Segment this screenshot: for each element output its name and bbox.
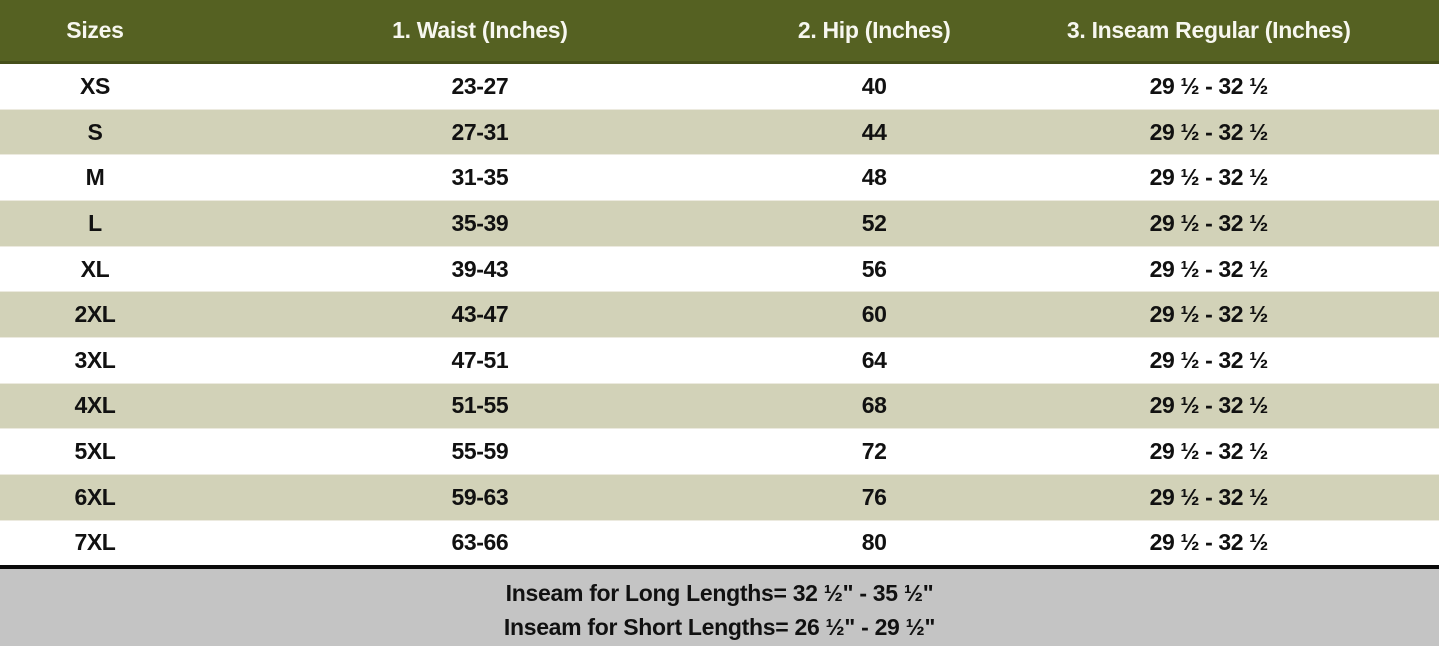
size-cell: 2XL [74,301,116,328]
size-cell: 7XL [74,529,116,556]
table-row: XS 23-27 40 29 ½ - 32 ½ [0,62,1439,110]
hip-cell: 48 [861,164,887,191]
size-cell: L [88,209,102,236]
size-cell: 4XL [74,392,116,419]
hip-cell: 72 [861,438,887,465]
hip-cell: 44 [861,118,887,145]
hip-cell: 80 [861,529,887,556]
table-header-row: Sizes 1. Waist (Inches) 2. Hip (Inches) … [0,0,1439,64]
inseam-notes: Inseam for Long Lengths= 32 ½" - 35 ½" I… [0,565,1439,646]
size-cell: XL [80,255,110,282]
table-row: M 31-35 48 29 ½ - 32 ½ [0,154,1439,201]
size-table: Sizes 1. Waist (Inches) 2. Hip (Inches) … [0,0,1439,565]
size-cell: 5XL [74,438,116,465]
waist-cell: 31-35 [451,164,509,191]
size-cell: 3XL [74,346,116,373]
waist-cell: 23-27 [451,72,509,99]
hip-cell: 40 [861,72,887,99]
hip-cell: 64 [861,346,887,373]
waist-cell: 43-47 [451,301,509,328]
hip-cell: 56 [861,255,887,282]
table-row: 5XL 55-59 72 29 ½ - 32 ½ [0,428,1439,475]
column-header-sizes: Sizes [0,0,190,64]
waist-cell: 59-63 [451,483,509,510]
waist-cell: 51-55 [451,392,509,419]
hip-cell: 68 [861,392,887,419]
table-row: 2XL 43-47 60 29 ½ - 32 ½ [0,291,1439,338]
size-cell: 6XL [74,483,116,510]
inseam-short-note: Inseam for Short Lengths= 26 ½" - 29 ½" [503,614,936,640]
table-row: L 35-39 52 29 ½ - 32 ½ [0,200,1439,247]
table-row: XL 39-43 56 29 ½ - 32 ½ [0,246,1439,292]
inseam-cell: 29 ½ - 32 ½ [1149,164,1269,191]
waist-cell: 55-59 [451,438,509,465]
inseam-cell: 29 ½ - 32 ½ [1149,301,1269,328]
table-row: 4XL 51-55 68 29 ½ - 32 ½ [0,383,1439,429]
table-row: 3XL 47-51 64 29 ½ - 32 ½ [0,337,1439,384]
inseam-cell: 29 ½ - 32 ½ [1149,529,1269,556]
inseam-cell: 29 ½ - 32 ½ [1149,346,1269,373]
hip-cell: 60 [861,301,887,328]
inseam-cell: 29 ½ - 32 ½ [1149,118,1269,145]
size-cell: XS [80,72,110,99]
inseam-cell: 29 ½ - 32 ½ [1149,209,1269,236]
table-row: S 27-31 44 29 ½ - 32 ½ [0,109,1439,155]
inseam-cell: 29 ½ - 32 ½ [1149,255,1269,282]
inseam-cell: 29 ½ - 32 ½ [1149,483,1269,510]
column-header-inseam: 3. Inseam Regular (Inches) [978,0,1439,64]
hip-cell: 76 [861,483,887,510]
waist-cell: 35-39 [451,209,509,236]
inseam-cell: 29 ½ - 32 ½ [1149,392,1269,419]
hip-cell: 52 [861,209,887,236]
waist-cell: 39-43 [451,255,509,282]
table-row: 6XL 59-63 76 29 ½ - 32 ½ [0,474,1439,521]
size-cell: M [85,164,105,191]
column-header-hip: 2. Hip (Inches) [769,0,979,64]
inseam-long-note: Inseam for Long Lengths= 32 ½" - 35 ½" [505,580,934,606]
column-header-waist: 1. Waist (Inches) [189,0,770,64]
inseam-cell: 29 ½ - 32 ½ [1149,72,1269,99]
waist-cell: 63-66 [451,529,509,556]
waist-cell: 27-31 [451,118,509,145]
table-row: 7XL 63-66 80 29 ½ - 32 ½ [0,520,1439,565]
size-cell: S [87,118,103,145]
inseam-cell: 29 ½ - 32 ½ [1149,438,1269,465]
waist-cell: 47-51 [451,346,509,373]
